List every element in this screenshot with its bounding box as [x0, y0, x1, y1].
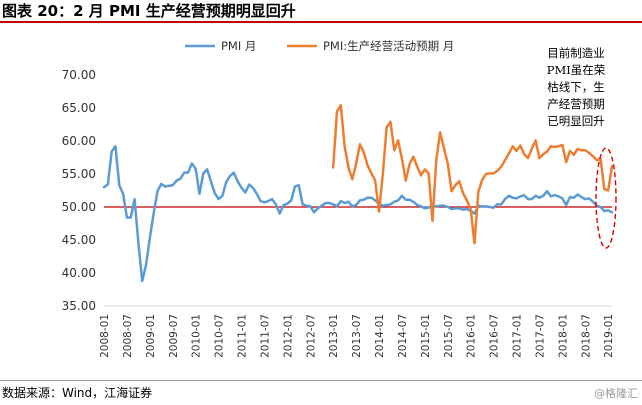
watermark: @格隆汇 [594, 387, 638, 400]
legend-label-pmi: PMI 月 [221, 39, 256, 53]
x-tick-label: 2010-07 [214, 314, 226, 358]
x-tick-label: 2012-07 [305, 314, 317, 358]
y-axis: 35.00 40.00 45.00 50.00 55.00 60.00 65.00 70.00 [62, 68, 96, 313]
x-tick-label: 2011-01 [237, 314, 249, 358]
legend-label-expectation: PMI:生产经营活动预期 月 [323, 39, 454, 53]
x-tick-label: 2010-01 [191, 314, 203, 358]
plot-area [102, 104, 614, 283]
y-tick-label: 65.00 [62, 101, 96, 115]
x-tick-label: 2016-07 [489, 314, 501, 358]
x-tick-label: 2014-01 [374, 314, 386, 358]
highlight-ellipse [595, 147, 617, 249]
x-axis: 2008-01 2008-07 2009-01 2009-07 2010-01 2010-… [99, 305, 615, 358]
y-tick-label: 60.00 [62, 134, 96, 148]
x-tick-label: 2018-01 [557, 314, 569, 358]
pmi-line-chart: 35.00 40.00 45.00 50.00 55.00 60.00 65.00 70.00… [62, 39, 617, 358]
y-tick-label: 55.00 [62, 167, 96, 181]
x-tick-label: 2018-07 [580, 314, 592, 358]
x-tick-label: 2013-01 [328, 314, 340, 358]
x-tick-label: 2015-01 [420, 314, 432, 358]
y-tick-label: 50.00 [62, 200, 96, 214]
x-tick-label: 2019-01 [603, 314, 615, 358]
x-tick-label: 2017-07 [534, 314, 546, 358]
x-tick-label: 2014-07 [397, 314, 409, 358]
x-tick-label: 2015-07 [443, 314, 455, 358]
chart-legend: PMI 月 PMI:生产经营活动预期 月 [185, 39, 454, 53]
annotation-text: 目前制造业 PMI虽在荣枯线下，生产经营预期已明显回升 [547, 46, 606, 128]
chart-annotation: 目前制造业 PMI虽在荣枯线下，生产经营预期已明显回升 [547, 46, 617, 249]
series-line-expectation [331, 104, 614, 245]
y-tick-label: 70.00 [62, 68, 96, 82]
x-tick-label: 2016-01 [466, 314, 478, 358]
x-tick-label: 2013-07 [351, 314, 363, 358]
x-tick-label: 2009-01 [145, 314, 157, 358]
x-tick-label: 2008-01 [99, 314, 111, 358]
x-tick-label: 2009-07 [168, 314, 180, 358]
x-tick-label: 2008-07 [122, 314, 134, 358]
y-tick-label: 35.00 [62, 299, 96, 313]
title-divider [0, 21, 642, 23]
data-source: 数据来源：Wind，江海证券 [2, 386, 153, 400]
figure-title: 图表 20：2 月 PMI 生产经营预期明显回升 [2, 2, 296, 20]
x-tick-label: 2012-01 [282, 314, 294, 358]
y-tick-label: 40.00 [62, 266, 96, 280]
y-tick-label: 45.00 [62, 233, 96, 247]
source-divider [0, 380, 642, 381]
series-line-pmi [102, 145, 614, 283]
x-tick-label: 2011-07 [259, 314, 271, 358]
x-tick-label: 2017-01 [512, 314, 524, 358]
